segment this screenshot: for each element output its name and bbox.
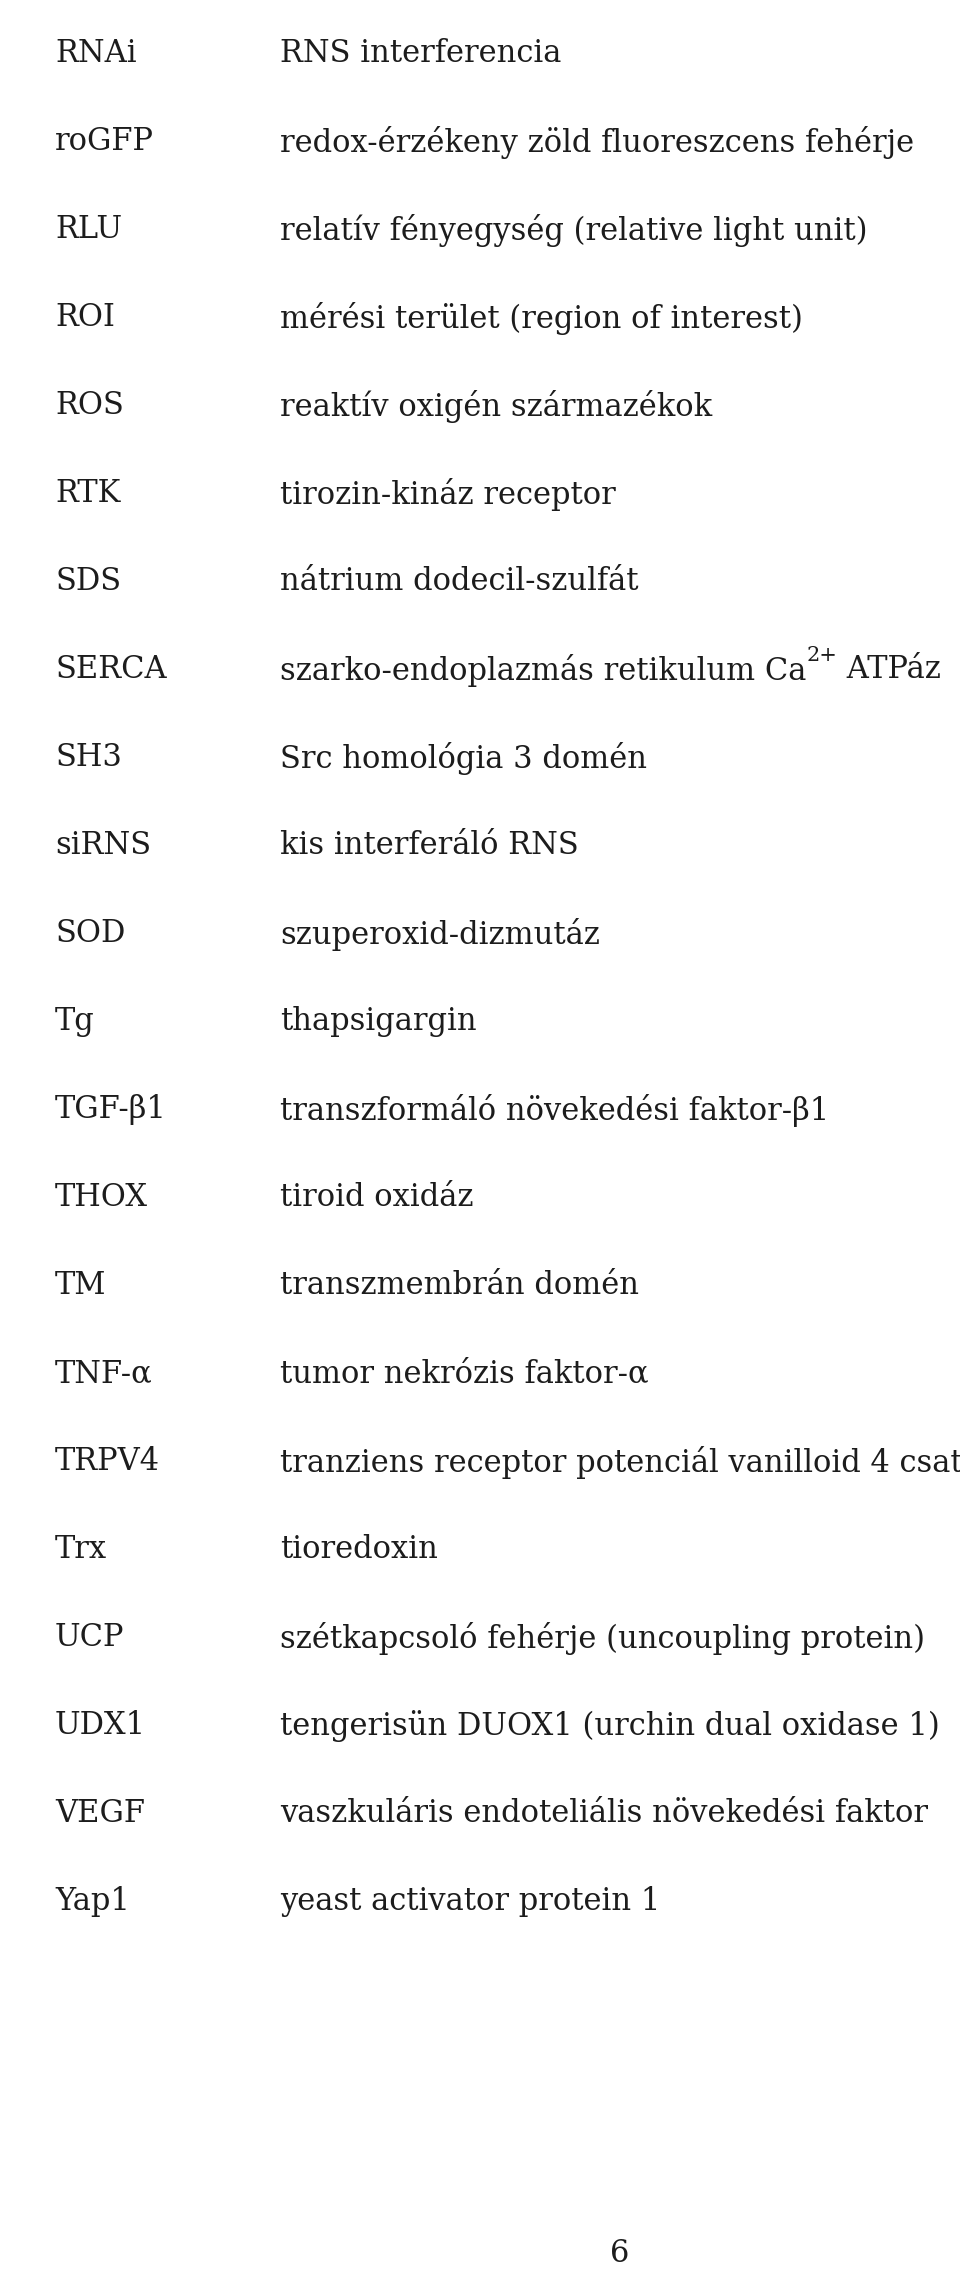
Text: TRPV4: TRPV4 bbox=[55, 1445, 160, 1477]
Text: tiroid oxidáz: tiroid oxidáz bbox=[280, 1181, 473, 1213]
Text: 2+: 2+ bbox=[806, 645, 837, 666]
Text: roGFP: roGFP bbox=[55, 125, 154, 157]
Text: tumor nekrózis faktor-α: tumor nekrózis faktor-α bbox=[280, 1359, 649, 1388]
Text: transzformáló növekedési faktor-β1: transzformáló növekedési faktor-β1 bbox=[280, 1095, 829, 1127]
Text: RTK: RTK bbox=[55, 477, 120, 509]
Text: transzmembrán domén: transzmembrán domén bbox=[280, 1270, 639, 1302]
Text: szétkapcsoló fehérje (uncoupling protein): szétkapcsoló fehérje (uncoupling protein… bbox=[280, 1622, 925, 1654]
Text: 6: 6 bbox=[611, 2238, 630, 2270]
Text: reaktív oxigén származékok: reaktív oxigén származékok bbox=[280, 391, 712, 423]
Text: kis interferáló RNS: kis interferáló RNS bbox=[280, 829, 579, 861]
Text: RLU: RLU bbox=[55, 214, 122, 245]
Text: tioredoxin: tioredoxin bbox=[280, 1534, 438, 1565]
Text: SOD: SOD bbox=[55, 918, 126, 950]
Text: SERCA: SERCA bbox=[55, 654, 167, 684]
Text: UDX1: UDX1 bbox=[55, 1711, 146, 1740]
Text: tengerisün DUOX1 (urchin dual oxidase 1): tengerisün DUOX1 (urchin dual oxidase 1) bbox=[280, 1711, 940, 1743]
Text: mérési terület (region of interest): mérési terület (region of interest) bbox=[280, 302, 803, 334]
Text: VEGF: VEGF bbox=[55, 1797, 145, 1829]
Text: nátrium dodecil-szulfát: nátrium dodecil-szulfát bbox=[280, 566, 638, 598]
Text: vaszkuláris endoteliális növekedési faktor: vaszkuláris endoteliális növekedési fakt… bbox=[280, 1797, 928, 1829]
Text: ATPáz: ATPáz bbox=[837, 654, 941, 684]
Text: TGF-β1: TGF-β1 bbox=[55, 1095, 167, 1125]
Text: szuperoxid-dizmutáz: szuperoxid-dizmutáz bbox=[280, 918, 600, 952]
Text: relatív fényegység (relative light unit): relatív fényegység (relative light unit) bbox=[280, 214, 868, 248]
Text: yeast activator protein 1: yeast activator protein 1 bbox=[280, 1886, 660, 1918]
Text: Trx: Trx bbox=[55, 1534, 108, 1565]
Text: redox-érzékeny zöld fluoreszcens fehérje: redox-érzékeny zöld fluoreszcens fehérje bbox=[280, 125, 914, 159]
Text: RNAi: RNAi bbox=[55, 39, 136, 68]
Text: TNF-α: TNF-α bbox=[55, 1359, 153, 1388]
Text: THOX: THOX bbox=[55, 1181, 148, 1213]
Text: szarko-endoplazmás retikulum Ca: szarko-endoplazmás retikulum Ca bbox=[280, 654, 806, 686]
Text: ROI: ROI bbox=[55, 302, 115, 334]
Text: siRNS: siRNS bbox=[55, 829, 151, 861]
Text: tranziens receptor potenciál vanilloid 4 csatorna: tranziens receptor potenciál vanilloid 4… bbox=[280, 1445, 960, 1479]
Text: SDS: SDS bbox=[55, 566, 121, 598]
Text: UCP: UCP bbox=[55, 1622, 125, 1654]
Text: Tg: Tg bbox=[55, 1006, 95, 1036]
Text: tirozin-kináz receptor: tirozin-kináz receptor bbox=[280, 477, 615, 511]
Text: ROS: ROS bbox=[55, 391, 124, 420]
Text: TM: TM bbox=[55, 1270, 107, 1302]
Text: Yap1: Yap1 bbox=[55, 1886, 130, 1918]
Text: RNS interferencia: RNS interferencia bbox=[280, 39, 562, 68]
Text: Src homológia 3 domén: Src homológia 3 domén bbox=[280, 743, 647, 775]
Text: SH3: SH3 bbox=[55, 743, 122, 772]
Text: thapsigargin: thapsigargin bbox=[280, 1006, 476, 1036]
